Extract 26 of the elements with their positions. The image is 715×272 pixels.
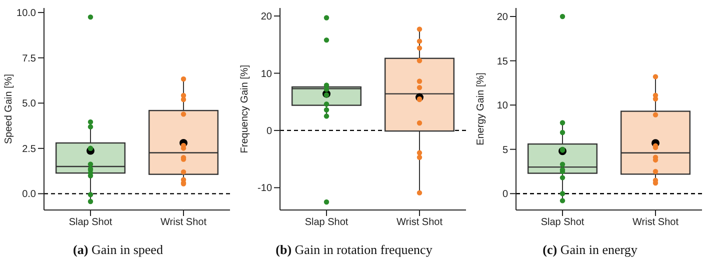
text: (a) Gain in speed <box>72 242 164 258</box>
text: (c) Gain in energy <box>542 242 638 258</box>
x-tick-label: Slap Shot <box>540 217 584 228</box>
y-tick-label: 20 <box>260 12 272 23</box>
y-axis-title: Speed Gain [%] <box>4 74 15 144</box>
x-tick-label: Wrist Shot <box>396 217 443 228</box>
y-tick-label: 10 <box>496 100 508 112</box>
y-tick-label: -10 <box>258 183 272 194</box>
y-tick-label: 10.0 <box>16 8 36 20</box>
y-axis-title: Frequency Gain [%] <box>240 64 251 154</box>
y-tick-label: 10 <box>260 68 272 80</box>
y-tick-label: 0.0 <box>22 189 36 200</box>
y-tick-label: 7.5 <box>22 53 36 64</box>
text: (b) Gain in rotation frequency <box>274 242 434 258</box>
y-tick-label: 2.5 <box>22 144 36 155</box>
y-tick-label: 15 <box>496 56 508 68</box>
x-tick-label: Wrist Shot <box>632 217 679 228</box>
y-tick-label: 20 <box>496 12 508 24</box>
y-tick-label: 0 <box>502 189 508 200</box>
x-tick-label: Slap Shot <box>304 217 348 228</box>
y-axis-title: Energy Gain [%] <box>476 72 487 146</box>
x-tick-label: Slap Shot <box>68 217 112 228</box>
y-tick-label: 5 <box>502 144 508 156</box>
y-tick-label: 0 <box>266 126 272 138</box>
y-tick-label: 5.0 <box>22 98 36 110</box>
x-tick-label: Wrist Shot <box>160 217 207 228</box>
